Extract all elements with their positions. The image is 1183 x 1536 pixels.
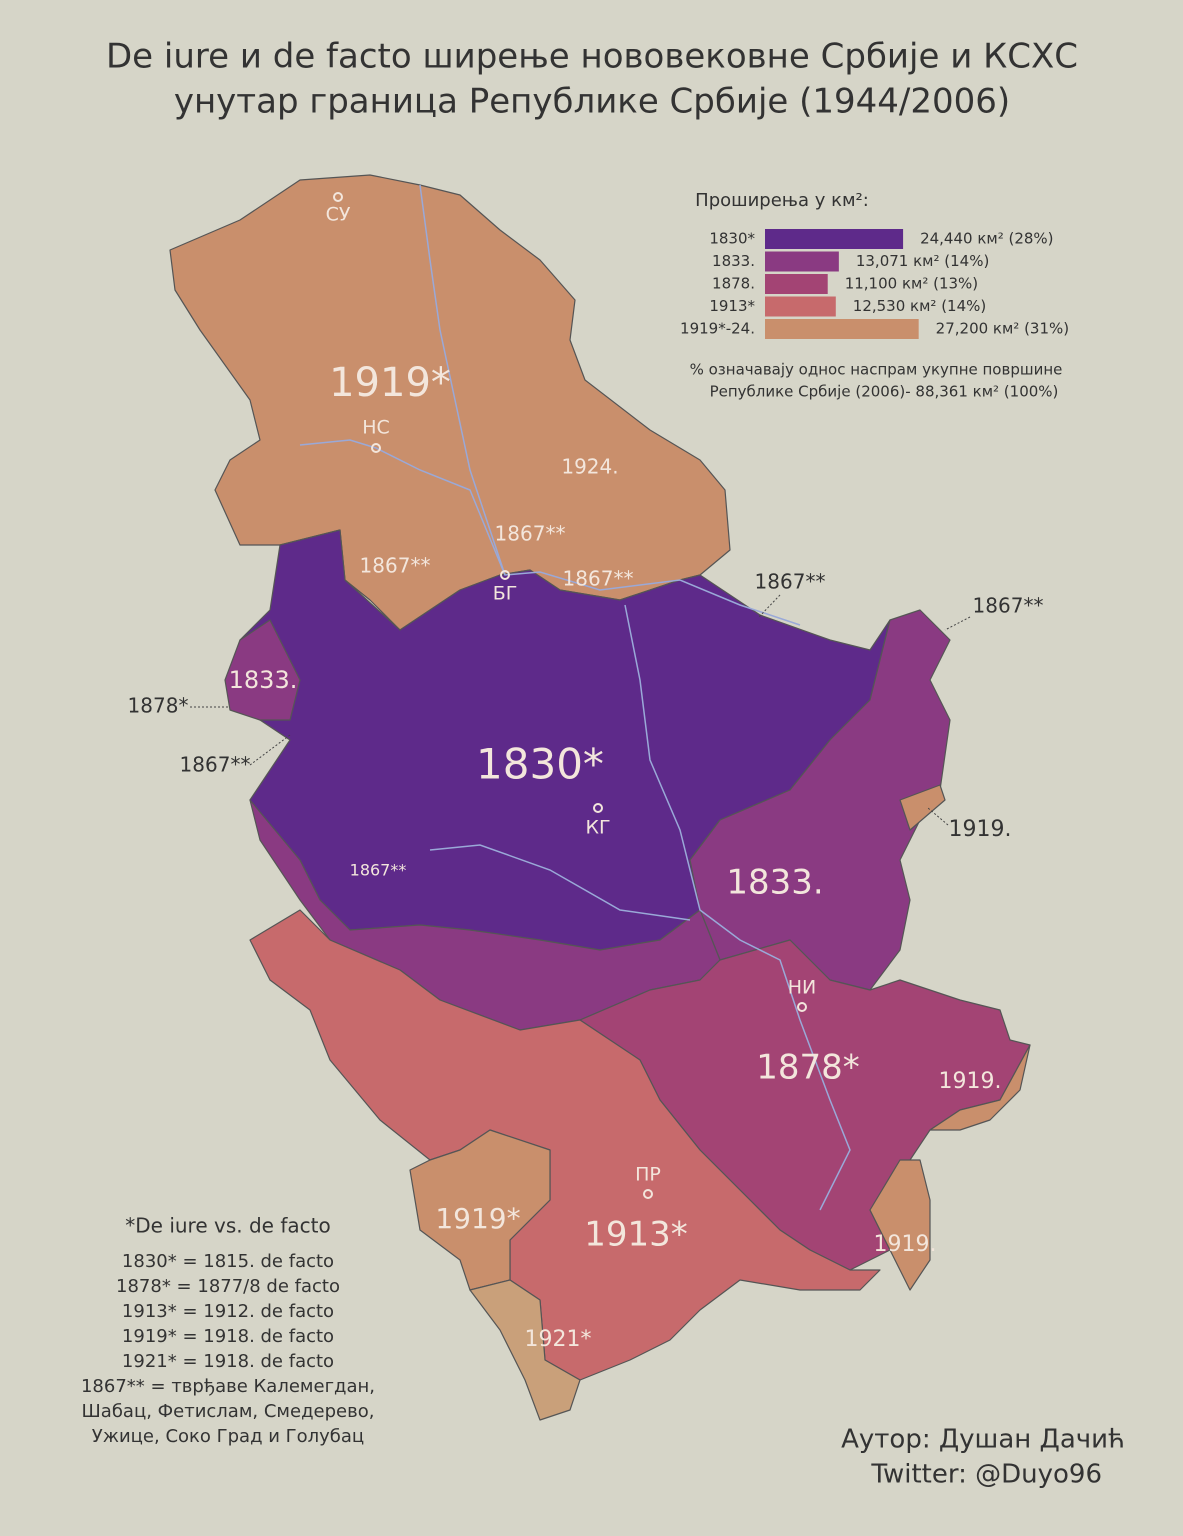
legend-category: 1878. bbox=[712, 275, 755, 293]
legend-category: 1913* bbox=[709, 297, 755, 315]
city-marker bbox=[333, 192, 343, 202]
region-label: 1913* bbox=[584, 1215, 688, 1255]
title: унутар граница Републике Србије (1944/20… bbox=[174, 82, 1010, 122]
region-label: 1867** bbox=[495, 522, 566, 546]
city-label: НС bbox=[362, 417, 390, 439]
leader-line bbox=[757, 594, 781, 619]
region-label: 1867** bbox=[973, 594, 1044, 618]
city-marker bbox=[500, 570, 510, 580]
region-label: 1833. bbox=[229, 666, 298, 694]
leader-line bbox=[249, 734, 291, 766]
city-marker bbox=[371, 443, 381, 453]
author: Аутор: Душан Дачић bbox=[841, 1425, 1125, 1455]
region-label: 1919. bbox=[949, 817, 1012, 842]
footnote-line: 1867** = тврђаве Калемегдан, bbox=[81, 1376, 375, 1397]
region-label: 1878* bbox=[128, 694, 189, 718]
legend-bar bbox=[765, 274, 828, 294]
value-label: 24,440 км² (28%) bbox=[920, 230, 1053, 248]
region-label: 1833. bbox=[726, 863, 823, 903]
legend-category: 1833. bbox=[712, 252, 755, 270]
river bbox=[624, 604, 851, 1211]
title: De iure и de facto ширење нововековне Ср… bbox=[106, 37, 1078, 77]
region-1921 bbox=[469, 1279, 581, 1421]
map-labels: 1919* 1924. 1867** 1867** 1867** 1867** … bbox=[128, 360, 1044, 1352]
region-label: 1919. bbox=[874, 1232, 937, 1257]
legend-note: Републике Србије (2006)- 88,361 км² (100… bbox=[710, 383, 1059, 401]
city-marker bbox=[797, 1002, 807, 1012]
region-label: 1867** bbox=[180, 753, 251, 777]
region-label: 1924. bbox=[561, 455, 618, 479]
region-1919 bbox=[869, 1159, 931, 1291]
region-label: 1867** bbox=[755, 570, 826, 594]
footnote-line: Шабац, Фетислам, Смедерево, bbox=[82, 1401, 375, 1422]
legend-bar bbox=[765, 296, 836, 317]
footnote-line: 1878* = 1877/8 de facto bbox=[116, 1276, 340, 1297]
river bbox=[419, 184, 801, 626]
leader-line bbox=[927, 807, 949, 826]
legend-bar bbox=[765, 251, 839, 272]
city-marker bbox=[593, 803, 603, 813]
cities: СУ НС БГ КГ НИ ПР bbox=[326, 192, 817, 1199]
legend-title: Проширења у км²: bbox=[695, 190, 869, 211]
region-1919 bbox=[899, 784, 946, 831]
region-label: 1830* bbox=[476, 740, 604, 789]
legend-note: % означавају однос наспрам укупне површи… bbox=[690, 361, 1063, 379]
region-1919 bbox=[409, 1129, 551, 1291]
river bbox=[429, 844, 691, 921]
footnotes: *De iure vs. de facto 1830* = 1815. de fa… bbox=[81, 1214, 375, 1448]
region-label: 1919. bbox=[939, 1069, 1002, 1094]
region-label: 1878* bbox=[756, 1048, 860, 1088]
map bbox=[169, 174, 1031, 1421]
legend-category: 1830* bbox=[709, 230, 755, 248]
footnote-line: 1830* = 1815. de facto bbox=[122, 1251, 334, 1272]
region-label: 1919* bbox=[329, 360, 451, 406]
value-label: 11,100 км² (13%) bbox=[845, 275, 978, 293]
city-label: ПР bbox=[635, 1164, 661, 1186]
region-label: 1919* bbox=[435, 1202, 520, 1235]
region-label: 1867** bbox=[350, 861, 407, 880]
region-label: 1921* bbox=[525, 1327, 592, 1352]
city-label: КГ bbox=[585, 817, 610, 839]
footnote-title: *De iure vs. de facto bbox=[125, 1214, 330, 1238]
value-label: 13,071 км² (14%) bbox=[856, 252, 989, 270]
value-label: 27,200 км² (31%) bbox=[936, 320, 1069, 338]
leader-line bbox=[944, 616, 971, 631]
city-label: СУ bbox=[326, 204, 351, 226]
city-label: БГ bbox=[493, 583, 518, 605]
legend-bar bbox=[765, 229, 904, 249]
footnote-line: Ужице, Соко Град и Голубац bbox=[92, 1426, 364, 1447]
footnote-line: 1919* = 1918. de facto bbox=[122, 1326, 334, 1347]
region-1919 bbox=[929, 1044, 1031, 1131]
region-label: 1867** bbox=[360, 554, 431, 578]
legend-category: 1919*-24. bbox=[680, 320, 755, 338]
value-label: 12,530 км² (14%) bbox=[853, 297, 986, 315]
legend-bar bbox=[765, 319, 919, 339]
footnote-line: 1921* = 1918. de facto bbox=[122, 1351, 334, 1372]
city-marker bbox=[643, 1189, 653, 1199]
river bbox=[299, 439, 506, 576]
region-label: 1867** bbox=[563, 567, 634, 591]
author: Twitter: @Duyo96 bbox=[870, 1460, 1102, 1490]
region-1833 bbox=[224, 619, 301, 721]
city-label: НИ bbox=[788, 977, 817, 999]
footnote-line: 1913* = 1912. de facto bbox=[122, 1301, 334, 1322]
